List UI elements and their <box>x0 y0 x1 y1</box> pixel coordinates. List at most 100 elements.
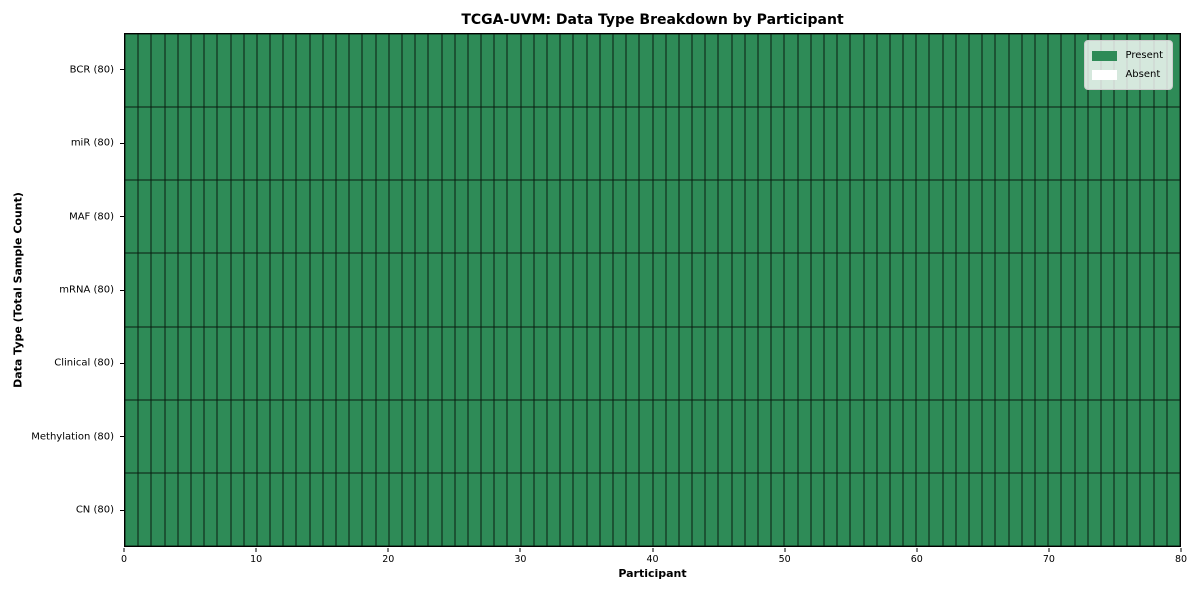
x-tick-mark <box>652 548 653 552</box>
grid-cell <box>1087 399 1101 473</box>
x-axis-ticks: 0 10 20 30 40 50 60 70 80 <box>121 547 1187 569</box>
grid-cell <box>744 326 758 400</box>
grid-cell <box>626 326 640 400</box>
grid-cell <box>547 253 561 327</box>
grid-cell <box>1074 253 1088 327</box>
grid-cell <box>401 253 416 327</box>
grid-cell <box>863 399 877 473</box>
grid-cell <box>467 180 482 254</box>
grid-cell <box>1140 107 1154 181</box>
grid-cell <box>982 107 996 181</box>
grid-cell <box>533 399 547 473</box>
grid-cell <box>401 180 416 254</box>
grid-cell <box>942 34 956 108</box>
x-axis-label: Participant <box>618 567 687 580</box>
grid-cell <box>507 107 521 181</box>
grid-cell <box>481 253 495 327</box>
grid-cell <box>401 326 416 400</box>
grid-cell <box>1166 399 1180 473</box>
grid-cell <box>388 180 402 254</box>
grid-cell <box>612 472 627 546</box>
grid-cell <box>415 180 429 254</box>
grid-cell <box>982 180 996 254</box>
grid-cell <box>982 326 996 400</box>
grid-cell <box>771 107 785 181</box>
grid-cell <box>1034 253 1049 327</box>
grid-cell <box>428 180 442 254</box>
grid-cell <box>507 180 521 254</box>
x-tick-label: 40 <box>646 554 659 565</box>
grid-cell <box>375 326 389 400</box>
x-tick-label: 80 <box>1174 554 1188 565</box>
grid-cell <box>876 472 890 546</box>
grid-cell <box>705 399 719 473</box>
grid-cell <box>837 107 851 181</box>
grid-cell <box>467 326 482 400</box>
grid-cell <box>916 253 930 327</box>
grid-cell <box>942 472 956 546</box>
grid-cell <box>771 34 785 108</box>
grid-cell <box>349 107 363 181</box>
grid-cell <box>467 34 482 108</box>
grid-cell <box>889 253 904 327</box>
grid-cell <box>652 326 666 400</box>
grid-cell <box>1166 180 1180 254</box>
grid-cell <box>1127 180 1141 254</box>
grid-cell <box>1061 180 1075 254</box>
grid-cell <box>705 253 719 327</box>
grid-cell <box>533 107 547 181</box>
grid-cell <box>758 326 772 400</box>
grid-cell <box>1021 472 1035 546</box>
grid-cell <box>296 253 310 327</box>
grid-cell <box>718 107 732 181</box>
grid-cell <box>454 34 468 108</box>
grid-cell <box>982 472 996 546</box>
grid-cell <box>520 253 534 327</box>
grid-cell <box>204 253 218 327</box>
grid-cell <box>758 180 772 254</box>
grid-cell <box>454 180 468 254</box>
grid-cell <box>494 180 508 254</box>
grid-cell <box>349 180 363 254</box>
x-tick-label: 10 <box>250 554 263 565</box>
grid-cell <box>177 107 191 181</box>
grid-cell <box>388 326 402 400</box>
grid-cell <box>731 472 745 546</box>
grid-cell <box>296 34 310 108</box>
grid-cell <box>230 34 244 108</box>
grid-cell <box>797 399 811 473</box>
grid-cell <box>533 180 547 254</box>
grid-cell <box>283 180 297 254</box>
grid-cell <box>876 399 890 473</box>
grid-cell <box>177 472 191 546</box>
grid-cell <box>1061 34 1075 108</box>
grid-cell <box>309 34 323 108</box>
grid-cell <box>850 253 864 327</box>
grid-cell <box>942 107 956 181</box>
grid-cell <box>481 34 495 108</box>
grid-cell <box>1021 326 1035 400</box>
grid-cell <box>678 107 693 181</box>
grid-cell <box>863 107 877 181</box>
grid-cell <box>441 253 455 327</box>
grid-cell <box>1140 326 1154 400</box>
grid-cell <box>217 399 231 473</box>
grid-cell <box>758 107 772 181</box>
grid-cell <box>388 253 402 327</box>
grid-cell <box>388 34 402 108</box>
grid-cell <box>573 253 587 327</box>
grid-cell <box>230 253 244 327</box>
grid-cell <box>1087 180 1101 254</box>
grid-cell <box>243 399 257 473</box>
grid-cell <box>692 253 706 327</box>
grid-cell <box>639 253 653 327</box>
grid-cell <box>177 326 191 400</box>
grid-cell <box>428 326 442 400</box>
grid-cell <box>903 107 917 181</box>
grid-cell <box>665 399 679 473</box>
grid-cell <box>1074 107 1088 181</box>
grid-cell <box>823 180 838 254</box>
grid-cell <box>573 399 587 473</box>
grid-cell <box>810 180 824 254</box>
